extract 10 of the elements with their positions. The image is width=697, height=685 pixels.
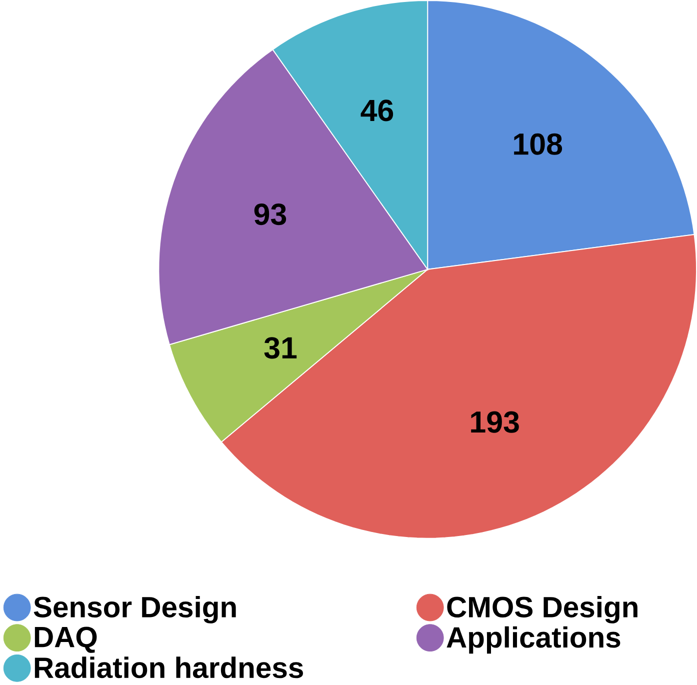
legend-label: Applications	[446, 626, 620, 654]
legend-label: CMOS Design	[447, 596, 638, 624]
data-label: 31	[264, 337, 297, 359]
legend-label: Sensor Design	[34, 596, 236, 624]
legend-label: DAQ	[34, 626, 97, 654]
data-label: 46	[360, 100, 394, 122]
data-label: 93	[254, 204, 286, 226]
data-label: 193	[471, 412, 519, 434]
legend-label: Radiation hardness	[34, 656, 303, 678]
data-label: 108	[514, 134, 562, 156]
